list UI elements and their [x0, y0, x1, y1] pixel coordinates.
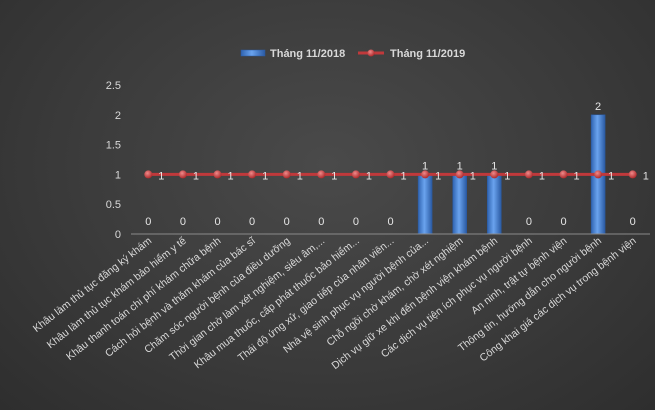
line-data-label: 1 — [608, 170, 614, 182]
y-tick-label: 1 — [115, 169, 121, 181]
legend-item-series-1: Tháng 11/2019 — [358, 48, 465, 60]
bar-data-label: 0 — [630, 216, 636, 228]
bar-data-label: 0 — [145, 216, 151, 228]
bar-data-label: 0 — [318, 216, 324, 228]
legend-item-series-0: Tháng 11/2018 — [240, 48, 345, 60]
legend-swatch-series-0 — [240, 49, 266, 57]
line-data-label: 1 — [331, 170, 337, 182]
line-data-label: 1 — [539, 170, 545, 182]
bar-data-label: 2 — [595, 101, 601, 113]
line-data-label: 1 — [193, 170, 199, 182]
line-data-label: 1 — [401, 170, 407, 182]
bar-data-label: 0 — [180, 216, 186, 228]
line-data-label: 1 — [297, 170, 303, 182]
bar-data-label: 0 — [526, 216, 532, 228]
line-data-label: 1 — [228, 170, 234, 182]
line-point — [282, 170, 291, 179]
y-tick-label: 1.5 — [106, 140, 121, 152]
line-point — [317, 170, 326, 179]
bar-data-label: 0 — [284, 216, 290, 228]
bar-data-label: 1 — [491, 160, 497, 172]
y-tick-label: 0.5 — [106, 199, 121, 211]
line-data-label: 1 — [504, 170, 510, 182]
bar-data-label: 0 — [353, 216, 359, 228]
line-point — [559, 170, 568, 179]
line-point — [144, 170, 153, 179]
line-data-label: 1 — [262, 170, 268, 182]
bar-data-label: 0 — [560, 216, 566, 228]
line-data-label: 1 — [366, 170, 372, 182]
line-point — [386, 170, 395, 179]
line-data-label: 1 — [574, 170, 580, 182]
line-data-labels: 1 1 1 1 1 1 1 1 1 1 1 1 1 1 1 — [158, 170, 649, 182]
bar-data-label: 1 — [457, 160, 463, 172]
bar — [487, 174, 502, 235]
line-point — [351, 170, 360, 179]
y-tick-label: 2 — [115, 110, 121, 122]
legend-label-series-1: Tháng 11/2019 — [390, 48, 465, 60]
line-point — [628, 170, 637, 179]
bar — [452, 174, 467, 235]
line-data-label: 1 — [435, 170, 441, 182]
line-series — [144, 170, 637, 179]
line-data-label: 1 — [158, 170, 164, 182]
legend-marker-series-1 — [367, 49, 375, 57]
line-data-label: 1 — [643, 170, 649, 182]
line-point — [248, 170, 257, 179]
line-point — [421, 170, 430, 179]
bar-data-label: 1 — [422, 160, 428, 172]
bar-data-label: 0 — [214, 216, 220, 228]
line-point — [594, 170, 603, 179]
line-point — [178, 170, 187, 179]
line-point — [455, 170, 464, 179]
line-point — [490, 170, 499, 179]
y-tick-label: 0 — [115, 229, 121, 241]
bar-data-labels: 0 0 0 0 0 0 0 01 1 10 020 — [145, 101, 636, 228]
legend-label-series-0: Tháng 11/2018 — [270, 48, 345, 60]
bar-data-label: 0 — [249, 216, 255, 228]
y-tick-label: 2.5 — [106, 80, 121, 92]
line-data-label: 1 — [470, 170, 476, 182]
line-point — [524, 170, 533, 179]
legend: Tháng 11/2018 Tháng 11/2019 — [240, 48, 465, 60]
bar — [417, 174, 433, 235]
bar-data-label: 0 — [387, 216, 393, 228]
y-axis: 0 0.5 1 1.5 2 2.5 — [106, 80, 121, 241]
line-point — [213, 170, 222, 179]
